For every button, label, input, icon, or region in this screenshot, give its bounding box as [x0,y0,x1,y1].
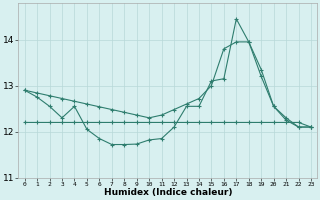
X-axis label: Humidex (Indice chaleur): Humidex (Indice chaleur) [104,188,232,197]
